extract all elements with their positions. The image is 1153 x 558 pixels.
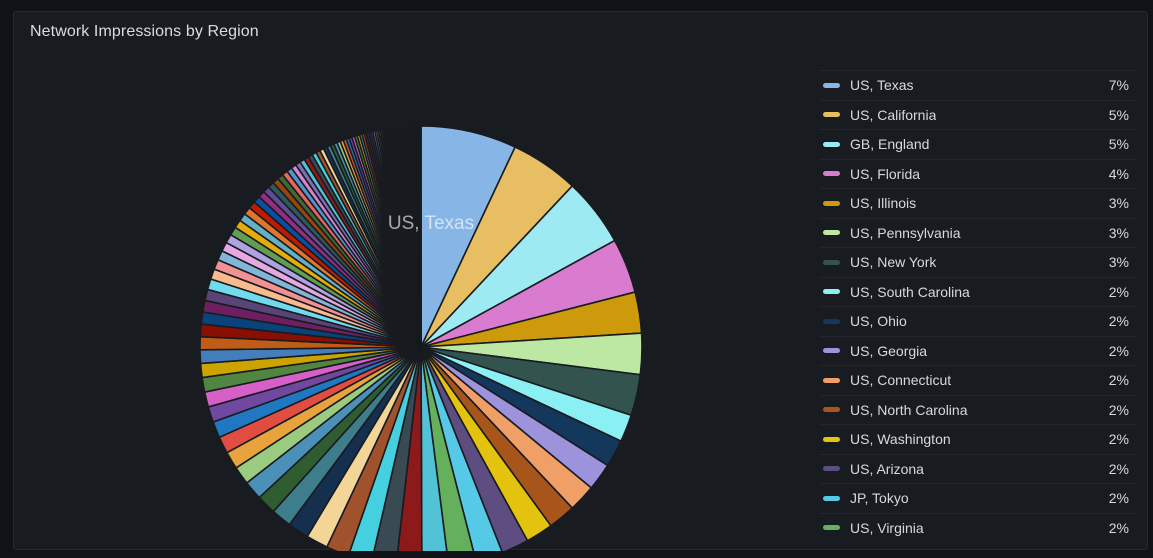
legend-value: 4%: [1108, 165, 1129, 182]
legend-row[interactable]: US, South Carolina 2%: [819, 276, 1137, 307]
legend-label: US, New York: [850, 254, 937, 271]
legend-swatch: [823, 112, 840, 118]
legend-row[interactable]: US, Washington 2%: [819, 424, 1137, 454]
pie-slice-us-virginia[interactable]: [420, 346, 476, 551]
legend-swatch: [823, 407, 840, 413]
legend-row[interactable]: US, Florida 4%: [819, 158, 1137, 189]
legend-value: 2%: [1108, 431, 1129, 448]
legend-value: 2%: [1108, 401, 1129, 418]
legend-swatch: [823, 289, 840, 295]
legend-value: 3%: [1108, 254, 1129, 271]
legend-label: US, California: [850, 106, 937, 123]
legend-value: 5%: [1108, 136, 1129, 153]
legend-swatch: [823, 171, 840, 177]
pie-chart: US, Texas: [14, 52, 814, 551]
legend-swatch: [823, 525, 840, 531]
legend-swatch: [823, 141, 840, 147]
legend-row[interactable]: US, Pennsylvania 3%: [819, 217, 1137, 248]
legend-value: 5%: [1108, 106, 1129, 123]
legend-value: 2%: [1108, 372, 1129, 389]
legend-value: 2%: [1108, 283, 1129, 300]
panel-network-impressions: Network Impressions by Region US, Texas …: [13, 11, 1148, 551]
panel-title: Network Impressions by Region: [30, 23, 259, 40]
legend-value: 2%: [1108, 460, 1129, 477]
legend-label: US, Washington: [850, 431, 951, 448]
legend-value: 2%: [1108, 519, 1129, 536]
legend-swatch: [823, 82, 840, 88]
legend-row[interactable]: JP, Tokyo 2%: [819, 483, 1137, 513]
legend-value: 7%: [1108, 77, 1129, 94]
legend-label: US, Virginia: [850, 519, 924, 536]
legend-row[interactable]: GB, England 5%: [819, 129, 1137, 159]
legend-row[interactable]: US, Texas 7%: [819, 70, 1137, 100]
legend-value: 3%: [1108, 195, 1129, 212]
legend-row[interactable]: US, Ohio 2%: [819, 306, 1137, 336]
pie-chart-svg[interactable]: [14, 52, 814, 551]
legend-label: US, Georgia: [850, 342, 928, 359]
legend-row[interactable]: US, Arizona 2%: [819, 453, 1137, 484]
legend-label: US, Texas: [850, 77, 914, 94]
legend-row[interactable]: US, Connecticut 2%: [819, 365, 1137, 395]
legend-label: US, North Carolina: [850, 401, 968, 418]
pie-slice[interactable]: [420, 346, 449, 551]
legend-label: US, South Carolina: [850, 283, 970, 300]
legend-swatch: [823, 377, 840, 383]
legend-swatch: [823, 318, 840, 324]
legend-swatch: [823, 230, 840, 236]
legend-swatch: [823, 200, 840, 206]
legend-label: US, Illinois: [850, 195, 917, 212]
legend-swatch: [823, 348, 840, 354]
pie-slice-jp-tokyo[interactable]: [420, 346, 503, 551]
legend-swatch: [823, 466, 840, 472]
legend-label: US, Connecticut: [850, 372, 952, 389]
legend-row[interactable]: US, Georgia 2%: [819, 335, 1137, 366]
pie-slice-us-arizona[interactable]: [420, 346, 529, 551]
legend-label: JP, Tokyo: [850, 490, 909, 507]
legend-label: US, Pennsylvania: [850, 224, 961, 241]
legend-row[interactable]: US, Illinois 3%: [819, 188, 1137, 218]
legend-value: 2%: [1108, 313, 1129, 330]
panel-header[interactable]: Network Impressions by Region: [14, 12, 1147, 52]
legend-swatch: [823, 495, 840, 501]
legend: US, Texas 7% US, California 5% GB, Engla…: [819, 70, 1137, 542]
legend-label: GB, England: [850, 136, 930, 153]
legend-value: 2%: [1108, 490, 1129, 507]
legend-swatch: [823, 259, 840, 265]
legend-row[interactable]: US, North Carolina 2%: [819, 394, 1137, 425]
legend-row[interactable]: US, New York 3%: [819, 247, 1137, 277]
legend-label: US, Arizona: [850, 460, 924, 477]
legend-value: 3%: [1108, 224, 1129, 241]
legend-row[interactable]: US, Virginia 2%: [819, 512, 1137, 543]
legend-swatch: [823, 436, 840, 442]
legend-row[interactable]: US, California 5%: [819, 99, 1137, 130]
legend-label: US, Florida: [850, 165, 921, 182]
legend-value: 2%: [1108, 342, 1129, 359]
legend-label: US, Ohio: [850, 313, 907, 330]
